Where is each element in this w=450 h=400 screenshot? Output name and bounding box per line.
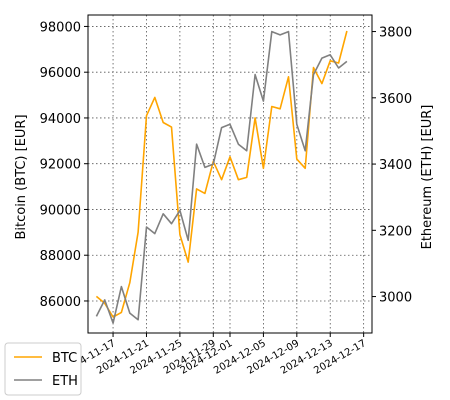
series-line-btc [95, 30, 348, 318]
left-tick-label: 88000 [40, 249, 81, 264]
grid [88, 15, 372, 333]
left-tick-label: 94000 [40, 112, 81, 127]
left-tick-label: 92000 [40, 158, 81, 173]
left-tick-label: 90000 [40, 203, 81, 218]
right-tick-label: 3400 [379, 158, 412, 173]
legend-label-btc: BTC [52, 351, 77, 366]
right-tick-label: 3800 [379, 26, 412, 41]
right-axis-title: Ethereum (ETH) [EUR] [420, 105, 435, 250]
right-tick-label: 3600 [379, 92, 412, 107]
right-tick-label: 3000 [379, 291, 412, 306]
legend-label-eth: ETH [52, 374, 78, 389]
legend: BTC ETH [4, 342, 82, 396]
left-tick-label: 96000 [40, 66, 81, 81]
left-axis-title: Bitcoin (BTC) [EUR] [14, 114, 29, 239]
legend-box [4, 342, 82, 396]
axes: 2024-11-172024-11-212024-11-252024-11-29… [40, 20, 412, 376]
left-tick-label: 98000 [40, 20, 81, 35]
series-layer [95, 30, 348, 324]
left-tick-label: 86000 [40, 295, 81, 310]
right-tick-label: 3200 [379, 224, 412, 239]
